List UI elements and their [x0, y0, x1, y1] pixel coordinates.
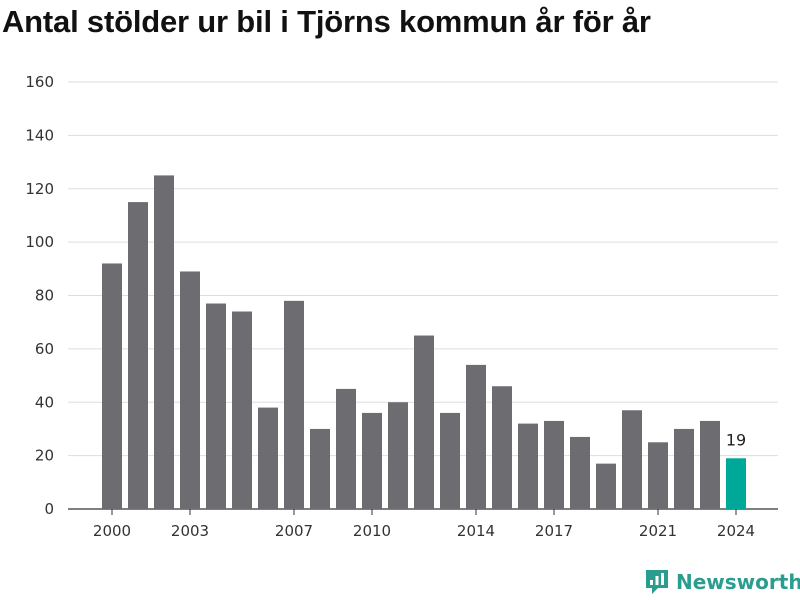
y-tick-label: 80	[35, 287, 54, 305]
y-tick-label: 140	[25, 126, 54, 144]
x-tick-label: 2003	[171, 522, 209, 540]
bar-2003	[180, 271, 200, 509]
y-tick-label: 40	[35, 393, 54, 411]
x-tick-label: 2010	[353, 522, 391, 540]
y-tick-label: 120	[25, 180, 54, 198]
brand-name: Newsworthy	[676, 570, 800, 594]
bar-2012	[414, 335, 434, 509]
x-tick-label: 2007	[275, 522, 313, 540]
chart-title: Antal stölder ur bil i Tjörns kommun år …	[2, 4, 651, 39]
y-axis-ticks: 0 20 40 60 80 100 120 140 160	[25, 73, 54, 518]
bar-2015	[492, 386, 512, 509]
y-tick-label: 20	[35, 447, 54, 465]
bar-2022	[674, 428, 694, 509]
y-tick-label: 60	[35, 340, 54, 358]
bar-2017	[544, 420, 564, 509]
bar-2024	[726, 458, 746, 509]
bar-2014	[466, 364, 486, 509]
bar-2001	[128, 202, 148, 509]
newsworthy-logo-icon	[646, 570, 668, 594]
bar-2000	[102, 263, 122, 509]
bar-2005	[232, 311, 252, 509]
x-tick-label: 2014	[457, 522, 495, 540]
bar-2021	[648, 442, 668, 509]
bar-2023	[700, 420, 720, 509]
y-tick-label: 100	[25, 233, 54, 251]
x-tick-label: 2021	[639, 522, 677, 540]
data-labels: 19	[726, 430, 746, 449]
bar-2013	[440, 412, 460, 509]
x-tick-label: 2024	[717, 522, 755, 540]
x-tick-label: 2000	[93, 522, 131, 540]
bar-2016	[518, 423, 538, 509]
brand: Newsworthy	[644, 568, 800, 596]
bar-2018	[570, 436, 590, 509]
bar-2006	[258, 407, 278, 509]
bar-2008	[310, 428, 330, 509]
bar-2009	[336, 388, 356, 509]
x-tick-label: 2017	[535, 522, 573, 540]
x-axis-ticks: 2000 2003 2007 2010 2014 2017 2021 2024	[93, 509, 755, 540]
bar-2002	[154, 175, 174, 509]
bar-2011	[388, 402, 408, 509]
bar-2010	[362, 412, 382, 509]
y-tick-label: 160	[25, 73, 54, 91]
bar-2019	[596, 463, 616, 509]
bar-2004	[206, 303, 226, 509]
y-tick-label: 0	[44, 500, 54, 518]
bars	[102, 175, 746, 509]
data-label-2024: 19	[726, 430, 746, 449]
bar-2007	[284, 300, 304, 509]
bar-2020	[622, 410, 642, 509]
